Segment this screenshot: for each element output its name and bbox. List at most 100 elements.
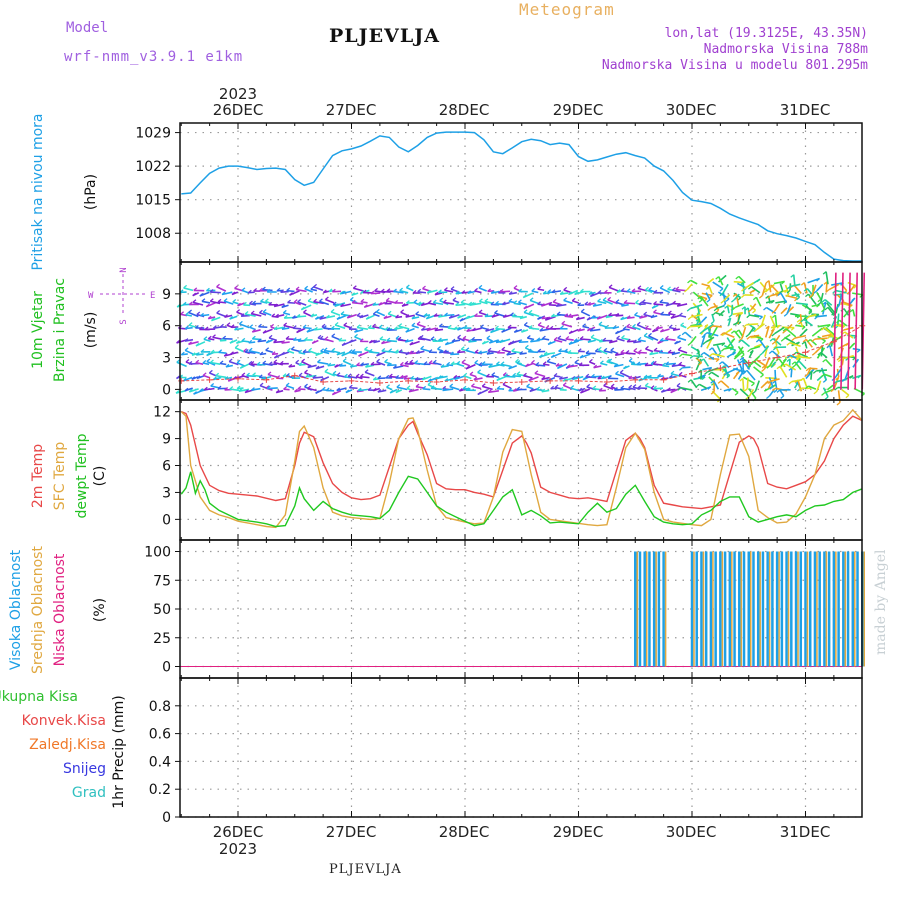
wind-arrow-head	[732, 306, 737, 311]
wind-arrow-head	[712, 312, 717, 316]
wind-arrow-head	[280, 289, 284, 293]
wind-arrow	[667, 388, 676, 392]
wind-arrow-head	[386, 362, 391, 367]
wind-arrow	[285, 384, 295, 390]
wind-arrow	[473, 377, 483, 381]
wind-arrow-head	[553, 372, 558, 377]
wind-arrow	[307, 387, 317, 392]
wind-arrow-head	[590, 314, 595, 319]
wind-arrow	[679, 314, 687, 318]
wind-arrows	[175, 271, 866, 406]
wind-arrow-head	[320, 377, 325, 382]
wind-arrow-head	[512, 372, 517, 377]
wind-arrow-head	[275, 389, 280, 394]
wind-arrow-head	[825, 289, 830, 293]
wind-arrow-head	[598, 387, 603, 392]
wind-arrow-head	[240, 313, 245, 317]
wind-arrow-head	[738, 339, 743, 344]
wind-arrow-head	[268, 361, 273, 365]
wind-arrow-head	[467, 290, 472, 294]
wind-arrow	[758, 339, 767, 349]
wind-arrow-head	[434, 376, 439, 381]
wind-arrow-head	[655, 325, 660, 330]
wind-arrow	[184, 349, 194, 355]
wind-arrow-head	[567, 349, 572, 354]
wind-arrow-head	[372, 387, 377, 392]
wind-arrow-head	[822, 340, 826, 345]
wind-arrow-head	[354, 333, 358, 338]
wind-arrow	[703, 351, 715, 361]
wind-arrow-head	[182, 301, 187, 306]
wind-arrow-head	[541, 315, 546, 320]
wind-arrow	[442, 388, 454, 392]
wind-arrow-head	[836, 402, 841, 406]
wind-arrow-head	[649, 351, 653, 355]
wind-arrow	[438, 338, 448, 342]
wind-arrow	[570, 387, 579, 392]
wind-arrow	[427, 289, 438, 294]
wind-arrow-head	[686, 326, 691, 330]
wind-arrow-head	[196, 375, 201, 379]
wind-arrow-head	[259, 351, 264, 355]
wind-arrow-head	[408, 350, 413, 355]
wind-arrow	[347, 375, 358, 379]
wind-arrow-head	[798, 387, 803, 392]
wind-arrow-head	[678, 361, 683, 366]
wind-arrow-head	[486, 350, 491, 355]
wind-arrow-head	[531, 288, 536, 292]
wind-arrow	[480, 326, 489, 331]
y-tick-label: 6	[162, 459, 171, 475]
wind-arrow-head	[235, 340, 240, 344]
wind-arrow-head	[365, 364, 369, 368]
wind-arrow	[712, 281, 724, 290]
wind-arrow	[310, 288, 318, 292]
wind-arrow-head	[457, 314, 462, 319]
wind-arrow	[334, 302, 346, 308]
wind-arrow-head	[732, 293, 737, 298]
wind-arrow	[546, 360, 557, 365]
wind-arrow-head	[496, 361, 500, 365]
wind-arrow-head	[585, 350, 590, 354]
y-tick-label: 0	[162, 660, 171, 676]
wind-arrow	[451, 339, 461, 343]
wind-arrow	[633, 340, 642, 344]
model-label: Model	[66, 20, 109, 36]
wind-arrow-head	[368, 348, 373, 353]
wind-arrow-head	[539, 354, 543, 358]
wind-arrow-head	[384, 358, 389, 363]
wind-arrow	[582, 325, 590, 329]
wind-arrow	[450, 353, 460, 356]
wind-arrow-head	[681, 331, 686, 336]
wind-arrow-head	[265, 385, 270, 389]
wind-arrow-head	[224, 376, 229, 380]
wind-arrow-head	[453, 374, 458, 379]
wind-arrow-head	[330, 308, 335, 313]
wind-arrow-head	[758, 295, 763, 299]
wind-arrow-head	[648, 286, 653, 291]
wind-arrow	[219, 362, 227, 366]
wind-arrow	[768, 328, 775, 339]
wind-arrow-head	[535, 362, 540, 366]
wind-arrow-head	[336, 372, 341, 376]
wind-arrow	[248, 363, 255, 367]
wind-arrow-head	[529, 297, 534, 301]
wind-speed-point	[433, 378, 440, 385]
wind-arrow-head	[671, 287, 676, 291]
wind-arrow	[789, 283, 801, 288]
wind-arrow	[753, 366, 764, 376]
legend-total-rain: Ukupna Kisa	[0, 689, 78, 705]
wind-arrow	[690, 324, 703, 328]
wind-arrow	[426, 327, 437, 332]
wind-arrow-head	[417, 301, 422, 305]
wind-arrow	[326, 315, 336, 319]
wind-arrow	[770, 292, 781, 297]
wind-arrow-head	[180, 311, 185, 315]
wind-arrow-head	[622, 326, 627, 330]
wind-arrow-head	[234, 285, 238, 289]
wind-arrow-head	[444, 312, 448, 316]
y-tick-label: 100	[144, 545, 171, 561]
wind-arrow-head	[367, 387, 372, 391]
wind-arrow	[260, 300, 268, 304]
wind-arrow-head	[250, 310, 255, 315]
wind-arrow-head	[772, 380, 777, 384]
